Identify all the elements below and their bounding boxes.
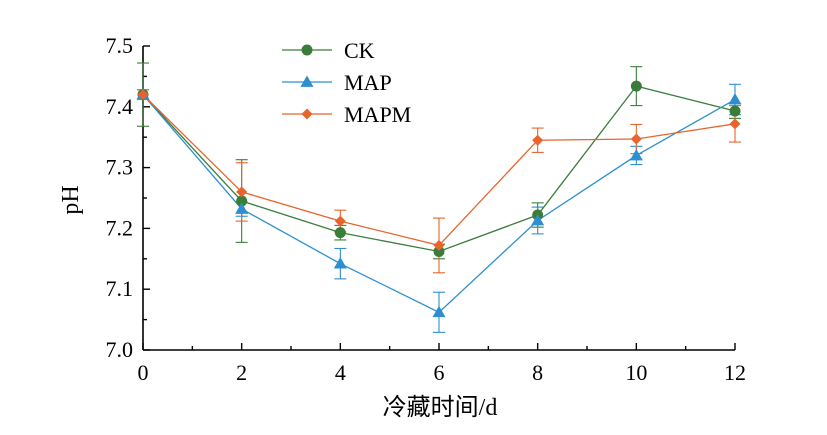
x-tick-label: 10: [625, 360, 647, 385]
legend-label-mapm: MAPM: [344, 102, 411, 127]
data-point-ck: [236, 195, 248, 207]
error-bars: [137, 62, 741, 333]
y-tick-label: 7.3: [106, 155, 134, 180]
y-tick-label: 7.2: [106, 215, 134, 240]
data-point-map: [728, 93, 742, 105]
x-tick-label: 6: [434, 360, 445, 385]
data-point-map: [629, 148, 643, 161]
data-point-ck: [630, 80, 642, 92]
x-axis-title: 冷藏时间/d: [383, 394, 498, 421]
data-point-map: [235, 202, 249, 214]
x-tick-label: 2: [236, 360, 247, 385]
data-point-mapm: [532, 134, 544, 146]
data-point-mapm: [137, 89, 149, 101]
data-point-mapm: [433, 239, 445, 251]
data-point-map: [333, 257, 347, 269]
series-lines: [142, 85, 736, 314]
y-tick-label: 7.0: [106, 337, 134, 362]
x-tick-label: 12: [724, 360, 746, 385]
legend-label-map: MAP: [344, 70, 392, 95]
y-axis-title: pH: [58, 185, 84, 214]
series-line-map: [142, 94, 736, 314]
data-point-ck: [433, 246, 445, 258]
x-tick-label: 4: [335, 360, 346, 385]
x-tick-label: 8: [532, 360, 543, 385]
legend-marker-map: [300, 75, 314, 87]
legend-marker-ck: [301, 44, 313, 56]
y-tick-label: 7.4: [106, 94, 134, 119]
legend-label-ck: CK: [344, 38, 375, 63]
data-point-mapm: [236, 186, 248, 198]
data-point-mapm: [729, 118, 741, 130]
x-tick-label: 0: [138, 360, 149, 385]
data-point-map: [531, 213, 545, 226]
data-point-mapm: [334, 215, 346, 227]
data-point-mapm: [630, 133, 642, 145]
axes: 7.0 7.1 7.2 7.3 7.4 7.5 0 2 4 6 8 10 12: [106, 33, 747, 385]
y-tick-label: 7.5: [106, 33, 134, 58]
data-point-ck: [334, 227, 346, 239]
data-point-map: [432, 305, 446, 318]
y-tick-label: 7.1: [106, 276, 134, 301]
legend: CK MAP MAPM: [282, 38, 411, 127]
data-point-ck: [729, 105, 741, 117]
legend-marker-mapm: [301, 108, 313, 120]
series-markers: [136, 80, 742, 318]
